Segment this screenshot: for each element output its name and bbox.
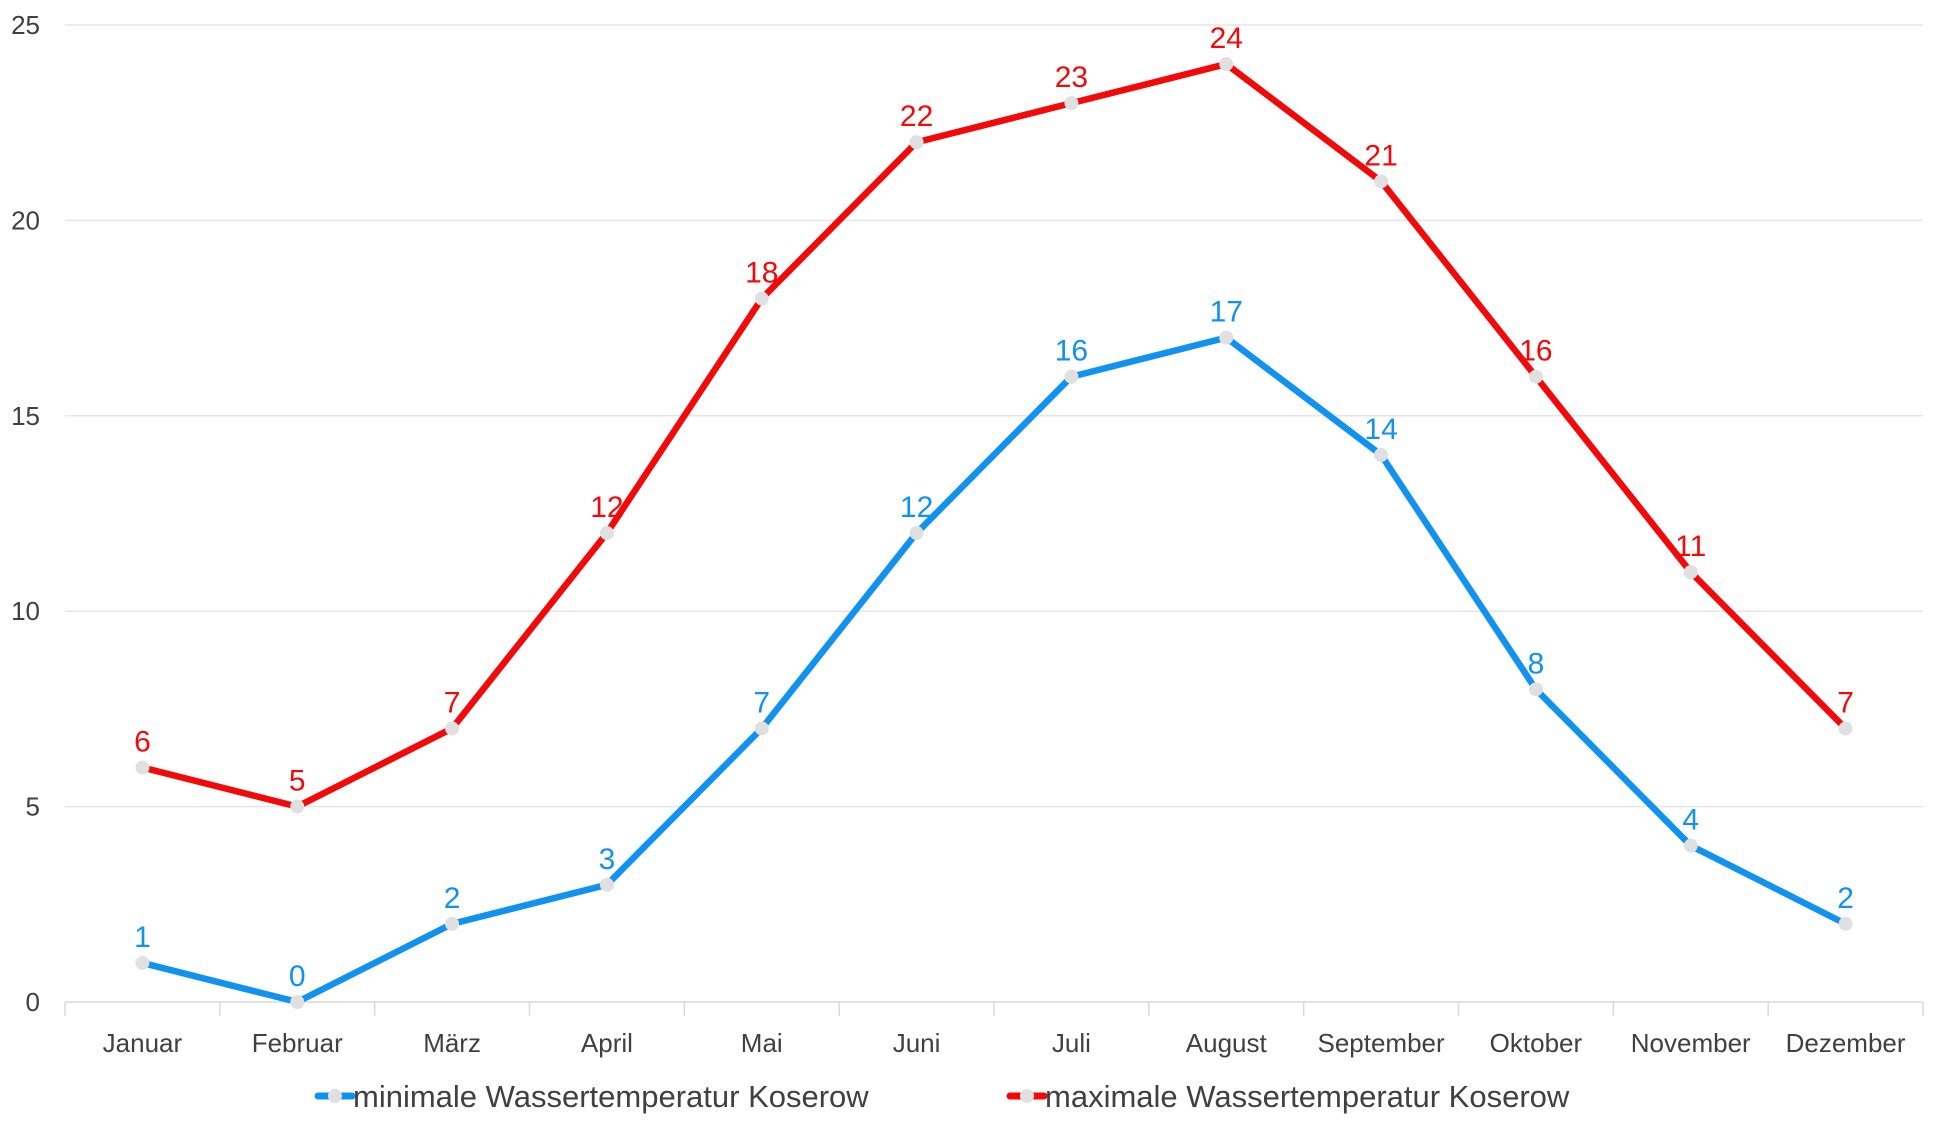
data-label: 12 bbox=[900, 491, 933, 524]
x-tick-label: April bbox=[581, 1028, 633, 1058]
x-tick-label: März bbox=[423, 1028, 481, 1058]
data-point bbox=[909, 526, 924, 541]
legend-label: minimale Wassertemperatur Koserow bbox=[353, 1079, 869, 1114]
y-tick-label: 0 bbox=[26, 987, 40, 1017]
legend: minimale Wassertemperatur Koserow maximal… bbox=[314, 1079, 1570, 1114]
data-label: 6 bbox=[134, 726, 151, 759]
data-point bbox=[445, 916, 460, 931]
y-tick-label: 15 bbox=[11, 401, 40, 431]
y-axis-ticks: 0 5 10 15 20 25 bbox=[11, 10, 40, 1017]
data-label: 0 bbox=[289, 960, 306, 993]
data-label: 21 bbox=[1364, 139, 1397, 172]
data-label: 23 bbox=[1055, 61, 1088, 94]
data-point bbox=[135, 955, 150, 970]
x-tick-label: August bbox=[1186, 1028, 1268, 1058]
data-label: 7 bbox=[444, 686, 461, 719]
data-point bbox=[1528, 682, 1543, 697]
data-label: 7 bbox=[753, 686, 770, 719]
x-tick-label: Januar bbox=[103, 1028, 183, 1058]
data-label: 2 bbox=[1837, 882, 1854, 915]
data-label: 17 bbox=[1210, 296, 1243, 329]
data-label: 24 bbox=[1210, 22, 1243, 55]
x-tick-label: Februar bbox=[252, 1028, 343, 1058]
data-point bbox=[1683, 838, 1698, 853]
data-label: 16 bbox=[1055, 335, 1088, 368]
x-tick-label: Juli bbox=[1052, 1028, 1091, 1058]
data-point bbox=[1838, 721, 1853, 736]
data-point bbox=[1374, 174, 1389, 189]
y-tick-label: 10 bbox=[11, 596, 40, 626]
data-point bbox=[909, 135, 924, 150]
x-tick-label: Mai bbox=[741, 1028, 783, 1058]
data-label: 4 bbox=[1682, 804, 1699, 837]
x-tick-label: Dezember bbox=[1786, 1028, 1906, 1058]
x-axis: Januar Februar März April Mai Juni Juli August S… bbox=[64, 1002, 1924, 1058]
data-point bbox=[290, 995, 305, 1009]
data-point bbox=[1374, 447, 1389, 462]
data-point bbox=[1064, 369, 1079, 384]
data-point bbox=[754, 721, 769, 736]
data-label: 12 bbox=[590, 491, 623, 524]
data-point bbox=[1528, 369, 1543, 384]
data-label: 14 bbox=[1364, 413, 1397, 446]
data-point bbox=[1219, 57, 1234, 72]
legend-label: maximale Wassertemperatur Koserow bbox=[1045, 1079, 1570, 1114]
data-label: 2 bbox=[444, 882, 461, 915]
data-point bbox=[754, 291, 769, 306]
legend-swatch-marker bbox=[1020, 1089, 1034, 1103]
data-point bbox=[1219, 330, 1234, 345]
x-tick-label: Juni bbox=[893, 1028, 941, 1058]
y-tick-label: 20 bbox=[11, 205, 40, 235]
data-point bbox=[445, 721, 460, 736]
data-label: 22 bbox=[900, 100, 933, 133]
data-label: 3 bbox=[599, 843, 616, 876]
series-lines bbox=[135, 57, 1853, 1009]
y-tick-label: 25 bbox=[11, 10, 40, 40]
y-tick-label: 5 bbox=[26, 792, 40, 822]
data-label: 8 bbox=[1528, 647, 1545, 680]
data-label: 11 bbox=[1675, 530, 1706, 563]
data-point bbox=[1838, 916, 1853, 931]
data-point bbox=[599, 526, 614, 541]
x-tick-label: November bbox=[1631, 1028, 1751, 1058]
data-label: 7 bbox=[1837, 686, 1854, 719]
legend-swatch-marker bbox=[328, 1089, 342, 1103]
data-point bbox=[290, 799, 305, 814]
x-tick-label: Oktober bbox=[1490, 1028, 1583, 1058]
series-line-0 bbox=[139, 334, 1849, 1006]
data-point bbox=[135, 760, 150, 775]
data-point bbox=[599, 877, 614, 892]
data-label: 1 bbox=[134, 921, 151, 954]
data-label: 5 bbox=[289, 765, 306, 798]
data-label: 18 bbox=[745, 257, 778, 290]
series-line-1 bbox=[139, 60, 1849, 810]
data-label: 16 bbox=[1519, 335, 1552, 368]
data-point bbox=[1064, 96, 1079, 111]
x-tick-label: September bbox=[1317, 1028, 1445, 1058]
data-point bbox=[1683, 565, 1698, 580]
